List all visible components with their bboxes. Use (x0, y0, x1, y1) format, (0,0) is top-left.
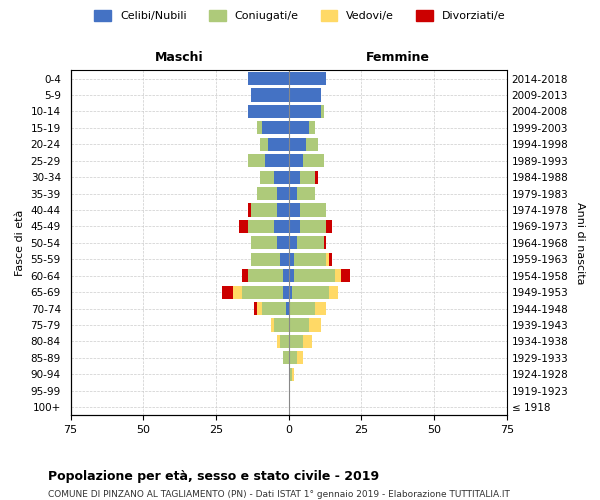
Bar (271, 318, 274, 332)
Bar (300, 204, 326, 216)
Bar (298, 236, 323, 250)
Bar (289, 88, 320, 102)
Bar (289, 122, 309, 134)
Bar (280, 335, 289, 348)
Bar (222, 286, 233, 298)
Bar (242, 286, 283, 298)
Bar (283, 286, 289, 298)
Bar (298, 187, 315, 200)
Bar (289, 72, 326, 85)
Bar (289, 318, 309, 332)
Bar (289, 138, 306, 151)
Bar (289, 351, 298, 364)
Bar (257, 122, 262, 134)
Text: COMUNE DI PINZANO AL TAGLIAMENTO (PN) - Dati ISTAT 1° gennaio 2019 - Elaborazion: COMUNE DI PINZANO AL TAGLIAMENTO (PN) - … (48, 490, 510, 499)
Bar (289, 220, 300, 233)
Bar (309, 318, 320, 332)
Legend: Celibi/Nubili, Coniugati/e, Vedovi/e, Divorziati/e: Celibi/Nubili, Coniugati/e, Vedovi/e, Di… (90, 6, 510, 26)
Bar (262, 302, 286, 315)
Bar (277, 236, 289, 250)
Y-axis label: Anni di nascita: Anni di nascita (575, 202, 585, 284)
Bar (286, 302, 289, 315)
Bar (289, 269, 295, 282)
Bar (260, 138, 268, 151)
Bar (306, 138, 318, 151)
Bar (289, 154, 303, 167)
Bar (248, 269, 283, 282)
Bar (309, 122, 315, 134)
Bar (289, 187, 298, 200)
Bar (268, 138, 289, 151)
Bar (289, 252, 295, 266)
Bar (289, 236, 298, 250)
Bar (315, 302, 326, 315)
Bar (251, 252, 280, 266)
Bar (274, 220, 289, 233)
Text: Popolazione per età, sesso e stato civile - 2019: Popolazione per età, sesso e stato civil… (48, 470, 379, 483)
Bar (292, 286, 329, 298)
Bar (239, 220, 248, 233)
Bar (277, 204, 289, 216)
Bar (300, 220, 326, 233)
Bar (251, 204, 277, 216)
Bar (289, 302, 315, 315)
Bar (303, 154, 323, 167)
Bar (323, 236, 326, 250)
Bar (315, 170, 318, 183)
Bar (248, 105, 289, 118)
Bar (289, 368, 292, 381)
Bar (248, 154, 265, 167)
Bar (283, 269, 289, 282)
Bar (335, 269, 341, 282)
Bar (274, 170, 289, 183)
Y-axis label: Fasce di età: Fasce di età (15, 210, 25, 276)
Bar (277, 187, 289, 200)
Bar (341, 269, 350, 282)
Bar (295, 269, 335, 282)
Bar (257, 302, 262, 315)
Bar (233, 286, 242, 298)
Bar (280, 252, 289, 266)
Bar (320, 105, 323, 118)
Bar (300, 170, 315, 183)
Text: Femmine: Femmine (365, 51, 430, 64)
Bar (265, 154, 289, 167)
Bar (254, 302, 257, 315)
Bar (289, 204, 300, 216)
Bar (289, 105, 320, 118)
Bar (303, 335, 312, 348)
Bar (289, 170, 300, 183)
Bar (289, 286, 292, 298)
Bar (292, 368, 295, 381)
Bar (329, 286, 338, 298)
Bar (295, 252, 326, 266)
Bar (251, 236, 277, 250)
Bar (262, 122, 289, 134)
Text: Maschi: Maschi (155, 51, 204, 64)
Bar (260, 170, 274, 183)
Bar (248, 220, 274, 233)
Bar (326, 252, 329, 266)
Bar (257, 187, 277, 200)
Bar (251, 88, 289, 102)
Bar (248, 204, 251, 216)
Bar (283, 351, 289, 364)
Bar (274, 318, 289, 332)
Bar (326, 220, 332, 233)
Bar (242, 269, 248, 282)
Bar (289, 335, 303, 348)
Bar (329, 252, 332, 266)
Bar (248, 72, 289, 85)
Bar (298, 351, 303, 364)
Bar (277, 335, 280, 348)
